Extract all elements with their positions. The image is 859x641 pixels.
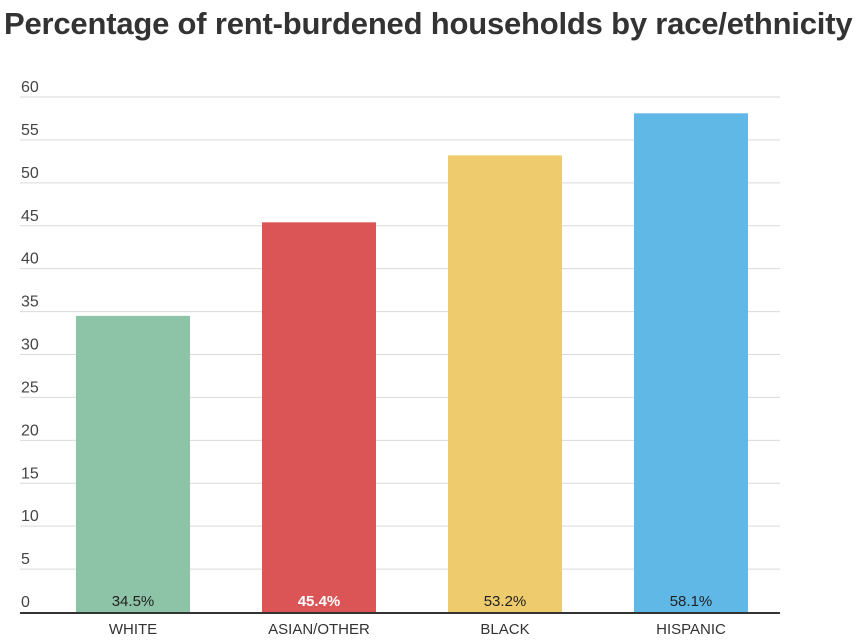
- y-tick-label: 25: [21, 379, 39, 396]
- y-tick-label: 35: [21, 294, 39, 311]
- bars: [76, 113, 748, 613]
- x-category-label: WHITE: [109, 621, 157, 638]
- y-tick-label: 0: [21, 594, 30, 611]
- y-tick-label: 55: [21, 122, 39, 139]
- y-tick-label: 5: [21, 551, 30, 568]
- y-tick-label: 20: [21, 422, 39, 439]
- bar-value-label: 45.4%: [298, 593, 341, 610]
- y-tick-label: 40: [21, 251, 39, 268]
- value-labels: 34.5% 45.4% 53.2% 58.1%: [112, 593, 713, 610]
- x-category-label: HISPANIC: [656, 621, 726, 638]
- y-tick-label: 50: [21, 165, 39, 182]
- x-category-label: ASIAN/OTHER: [268, 621, 370, 638]
- x-category-label: BLACK: [480, 621, 529, 638]
- bar-asian-other: [262, 222, 376, 613]
- bar-value-label: 58.1%: [670, 593, 713, 610]
- chart-title: Percentage of rent-burdened households b…: [4, 6, 853, 41]
- y-tick-label: 60: [21, 79, 39, 96]
- bar-white: [76, 315, 190, 612]
- y-tick-label: 45: [21, 208, 39, 225]
- bar-value-label: 53.2%: [484, 593, 527, 610]
- bar-hispanic: [634, 113, 748, 612]
- y-tick-label: 10: [21, 508, 39, 525]
- y-tick-label: 30: [21, 337, 39, 354]
- y-axis-ticks: 0 5 10 15 20 25 30 35 40 45 50 55 60: [21, 79, 39, 611]
- y-tick-label: 15: [21, 465, 39, 482]
- bar-value-label: 34.5%: [112, 593, 155, 610]
- x-axis-categories: WHITE ASIAN/OTHER BLACK HISPANIC: [109, 621, 726, 638]
- bar-black: [448, 155, 562, 612]
